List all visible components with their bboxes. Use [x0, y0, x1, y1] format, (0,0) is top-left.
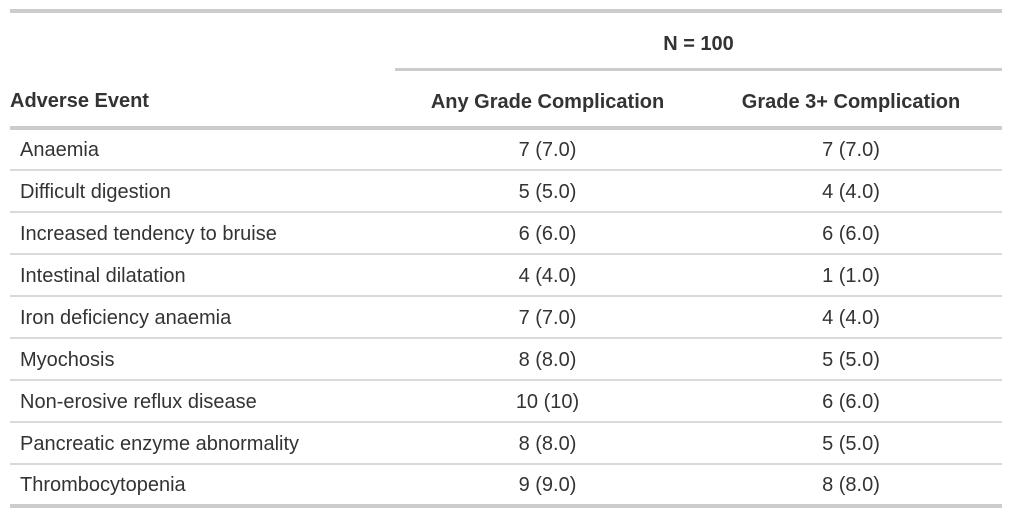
any-grade-cell: 10 (10): [395, 380, 700, 423]
event-cell: Difficult digestion: [10, 170, 395, 213]
column-header-adverse-event: Adverse Event: [10, 69, 395, 130]
any-grade-cell: 5 (5.0): [395, 170, 700, 213]
any-grade-cell: 9 (9.0): [395, 464, 700, 508]
event-cell: Non-erosive reflux disease: [10, 380, 395, 423]
spanner-label: N = 100: [395, 11, 1002, 71]
table-row: Increased tendency to bruise 6 (6.0) 6 (…: [10, 212, 1002, 255]
table-row: Pancreatic enzyme abnormality 8 (8.0) 5 …: [10, 422, 1002, 465]
column-header-any-grade: Any Grade Complication: [395, 69, 700, 130]
grade3-cell: 5 (5.0): [700, 338, 1002, 381]
grade3-cell: 4 (4.0): [700, 170, 1002, 213]
event-cell: Increased tendency to bruise: [10, 212, 395, 255]
column-header-row: Adverse Event Any Grade Complication Gra…: [10, 69, 1002, 130]
event-cell: Pancreatic enzyme abnormality: [10, 422, 395, 465]
table-body: Anaemia 7 (7.0) 7 (7.0) Difficult digest…: [10, 128, 1002, 508]
table-row: Anaemia 7 (7.0) 7 (7.0): [10, 128, 1002, 171]
table-row: Myochosis 8 (8.0) 5 (5.0): [10, 338, 1002, 381]
table-head: N = 100 Adverse Event Any Grade Complica…: [10, 11, 1002, 130]
event-cell: Thrombocytopenia: [10, 464, 395, 508]
spanner-row: N = 100: [10, 11, 1002, 71]
event-cell: Myochosis: [10, 338, 395, 381]
any-grade-cell: 8 (8.0): [395, 338, 700, 381]
table-row: Iron deficiency anaemia 7 (7.0) 4 (4.0): [10, 296, 1002, 339]
adverse-events-table: N = 100 Adverse Event Any Grade Complica…: [10, 9, 1002, 508]
grade3-cell: 4 (4.0): [700, 296, 1002, 339]
event-cell: Iron deficiency anaemia: [10, 296, 395, 339]
any-grade-cell: 6 (6.0): [395, 212, 700, 255]
grade3-cell: 6 (6.0): [700, 212, 1002, 255]
grade3-cell: 7 (7.0): [700, 128, 1002, 171]
grade3-cell: 5 (5.0): [700, 422, 1002, 465]
grade3-cell: 1 (1.0): [700, 254, 1002, 297]
grade3-cell: 8 (8.0): [700, 464, 1002, 508]
grade3-cell: 6 (6.0): [700, 380, 1002, 423]
event-cell: Anaemia: [10, 128, 395, 171]
spanner-empty-cell: [10, 11, 395, 69]
column-header-grade3: Grade 3+ Complication: [700, 69, 1002, 130]
any-grade-cell: 4 (4.0): [395, 254, 700, 297]
table-row: Difficult digestion 5 (5.0) 4 (4.0): [10, 170, 1002, 213]
any-grade-cell: 8 (8.0): [395, 422, 700, 465]
any-grade-cell: 7 (7.0): [395, 128, 700, 171]
table-row: Non-erosive reflux disease 10 (10) 6 (6.…: [10, 380, 1002, 423]
table-row: Thrombocytopenia 9 (9.0) 8 (8.0): [10, 464, 1002, 508]
event-cell: Intestinal dilatation: [10, 254, 395, 297]
table-row: Intestinal dilatation 4 (4.0) 1 (1.0): [10, 254, 1002, 297]
any-grade-cell: 7 (7.0): [395, 296, 700, 339]
